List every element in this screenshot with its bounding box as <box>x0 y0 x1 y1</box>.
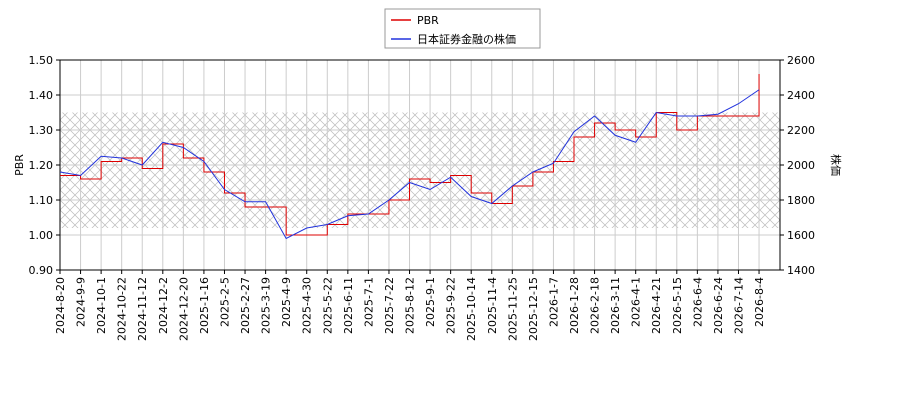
x-tick-label: 2025-5-22 <box>321 277 334 334</box>
x-tick-label: 2026-5-15 <box>671 277 684 334</box>
x-tick-label: 2025-10-14 <box>465 277 478 341</box>
y-tick-label: 1.20 <box>29 159 54 172</box>
x-tick-label: 2024-11-12 <box>136 277 149 341</box>
y-tick-label: 1.40 <box>29 89 54 102</box>
x-tick-label: 2026-6-24 <box>712 277 725 334</box>
x-tick-label: 2025-9-1 <box>424 277 437 327</box>
x-tick-label: 2024-12-2 <box>157 277 170 334</box>
x-tick-label: 2024-12-20 <box>177 277 190 341</box>
x-tick-label: 2025-3-19 <box>260 277 273 334</box>
legend-label: PBR <box>417 14 439 27</box>
x-tick-label: 2026-7-14 <box>732 277 745 334</box>
y2-axis-label: 株価 <box>829 154 843 176</box>
plot-frame <box>59 59 781 271</box>
x-tick-label: 2026-2-18 <box>589 277 602 334</box>
x-tick-label: 2025-6-11 <box>342 277 355 334</box>
x-tick-label: 2026-4-21 <box>650 277 663 334</box>
x-tick-label: 2026-8-4 <box>753 277 766 327</box>
series-line <box>60 74 760 236</box>
y-tick-label: 0.90 <box>29 264 54 277</box>
y-tick-label: 1.30 <box>29 124 54 137</box>
y-tick-label: 1.50 <box>29 54 54 67</box>
y-tick-label: 1.00 <box>29 229 54 242</box>
y-tick-label: 1.10 <box>29 194 54 207</box>
y2-tick-label: 2200 <box>787 124 815 137</box>
x-tick-label: 2026-1-28 <box>568 277 581 334</box>
y2-tick-label: 2000 <box>787 159 815 172</box>
y2-tick-label: 1400 <box>787 264 815 277</box>
x-tick-label: 2025-4-30 <box>301 277 314 334</box>
x-tick-label: 2025-2-5 <box>218 277 231 327</box>
y2-tick-label: 1600 <box>787 229 815 242</box>
series-line <box>59 89 760 240</box>
x-tick-label: 2026-6-4 <box>691 277 704 327</box>
y2-tick-label: 2600 <box>787 54 815 67</box>
x-tick-label: 2024-8-20 <box>54 277 67 334</box>
x-tick-label: 2025-7-1 <box>362 277 375 327</box>
legend-label: 日本証券金融の株価 <box>417 32 516 46</box>
x-tick-label: 2026-4-1 <box>630 277 643 327</box>
x-tick-label: 2024-9-9 <box>75 277 88 327</box>
x-tick-label: 2025-11-25 <box>506 277 519 341</box>
x-tick-label: 2025-9-22 <box>445 277 458 334</box>
x-tick-label: 2025-1-16 <box>198 277 211 334</box>
x-tick-label: 2025-2-27 <box>239 277 252 334</box>
y2-tick-label: 1800 <box>787 194 815 207</box>
y2-tick-label: 2400 <box>787 89 815 102</box>
x-tick-label: 2024-10-22 <box>116 277 129 341</box>
shaded-band <box>60 112 780 228</box>
legend-box <box>384 8 541 49</box>
x-tick-label: 2025-8-12 <box>404 277 417 334</box>
x-tick-label: 2025-11-4 <box>486 277 499 334</box>
x-tick-label: 2025-12-15 <box>527 277 540 341</box>
x-tick-label: 2025-7-22 <box>383 277 396 334</box>
x-tick-label: 2025-4-9 <box>280 277 293 327</box>
x-tick-label: 2026-1-7 <box>547 277 560 327</box>
y-axis-label: PBR <box>13 154 26 176</box>
x-tick-label: 2026-3-11 <box>609 277 622 334</box>
x-tick-label: 2024-10-1 <box>95 277 108 334</box>
